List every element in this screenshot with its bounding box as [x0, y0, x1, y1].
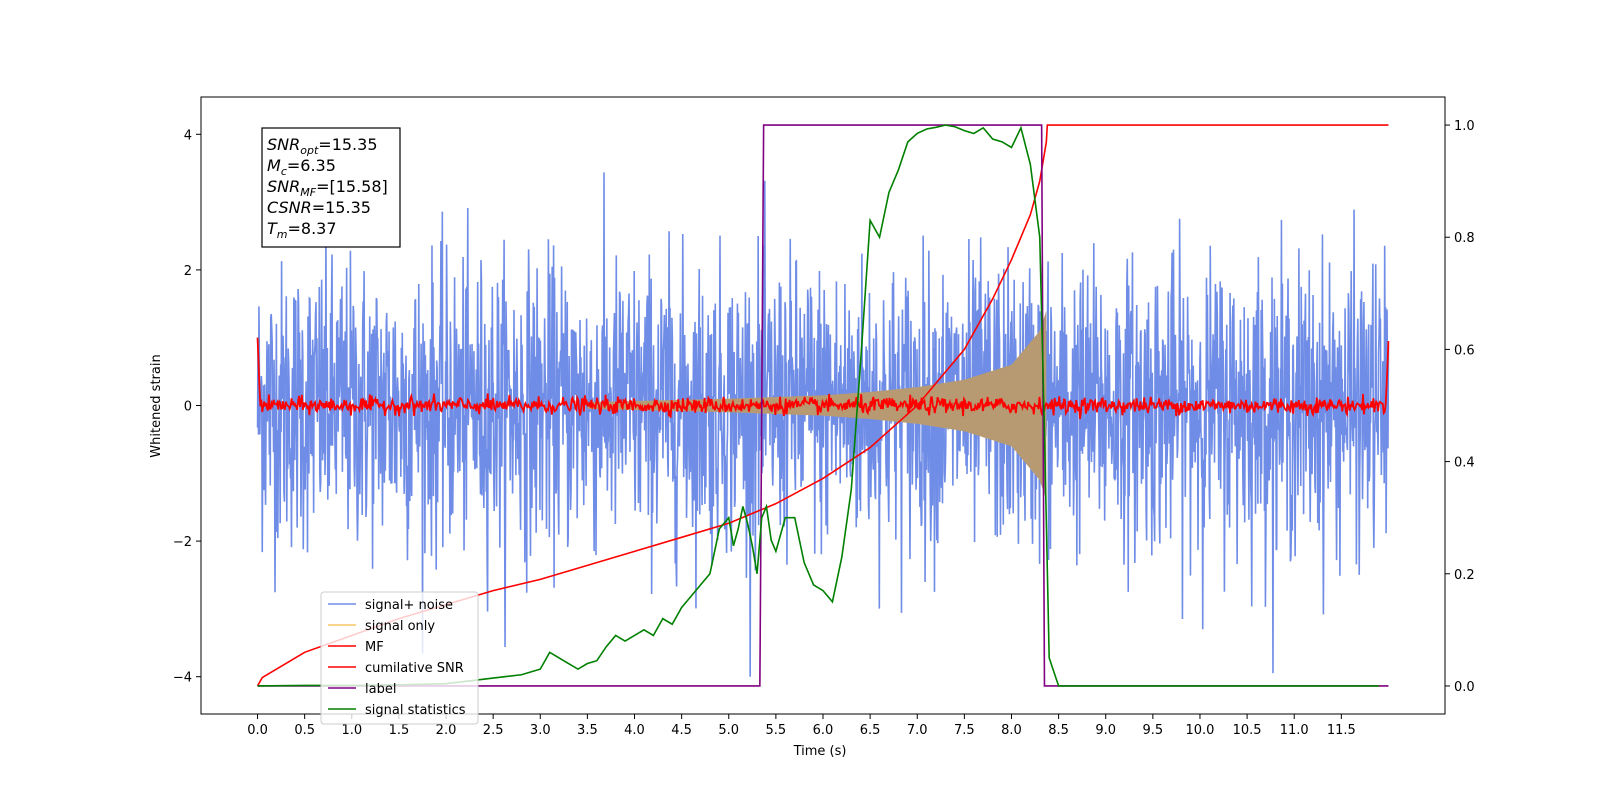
- x-tick-label: 7.5: [954, 723, 975, 738]
- annotation-line: SNRopt=15.35: [267, 135, 378, 157]
- x-axis-label: Time (s): [793, 744, 847, 759]
- y2-tick-label: 0.4: [1454, 456, 1475, 471]
- y-axis-left: −4 −2 0 2 4: [173, 128, 201, 686]
- x-tick-label: 9.5: [1143, 723, 1164, 738]
- y-tick-label: −2: [173, 535, 192, 550]
- x-tick-label: 3.0: [530, 723, 551, 738]
- x-tick-label: 2.5: [483, 723, 504, 738]
- x-tick-label: 9.0: [1095, 723, 1116, 738]
- mf-series: [256, 337, 1390, 420]
- x-tick-label: 8.0: [1001, 723, 1022, 738]
- legend-label: cumilative SNR: [365, 661, 464, 676]
- annotation-line: Tm=8.37: [267, 219, 337, 241]
- x-tick-label: 6.5: [860, 723, 881, 738]
- y2-tick-label: 0.2: [1454, 568, 1475, 583]
- y2-tick-label: 1.0: [1454, 119, 1475, 134]
- signal-statistics-line: [257, 124, 1380, 687]
- x-axis: 0.0 0.5 1.0 1.5 2.0 2.5 3.0 3.5 4.0 4.5 5.0 5.5 6.0 6…: [247, 714, 1356, 738]
- legend-label: signal+ noise: [365, 598, 453, 613]
- x-tick-label: 5.0: [718, 723, 739, 738]
- x-tick-label: 10.0: [1185, 723, 1214, 738]
- y2-tick-label: 0.8: [1454, 231, 1475, 246]
- y-tick-label: 2: [184, 264, 192, 279]
- x-tick-label: 3.5: [577, 723, 598, 738]
- x-tick-label: 1.5: [389, 723, 410, 738]
- x-tick-label: 5.5: [766, 723, 787, 738]
- y2-tick-label: 0.0: [1454, 680, 1475, 695]
- x-tick-label: 4.0: [624, 723, 645, 738]
- x-tick-label: 8.5: [1048, 723, 1069, 738]
- x-tick-label: 6.0: [813, 723, 834, 738]
- x-tick-label: 0.5: [294, 723, 315, 738]
- legend: signal+ noise signal only MF cumilative SNR…: [320, 591, 479, 725]
- x-tick-label: 0.0: [247, 723, 268, 738]
- y-axis-label: Whitened strain: [149, 354, 164, 457]
- x-tick-label: 2.0: [436, 723, 457, 738]
- y-axis-right: 0.0 0.2 0.4 0.6 0.8 1.0: [1445, 119, 1475, 695]
- y-tick-label: 0: [184, 400, 192, 415]
- annotation-line: SNRMF=[15.58]: [267, 177, 388, 199]
- x-tick-label: 7.0: [907, 723, 928, 738]
- y2-tick-label: 0.6: [1454, 343, 1475, 358]
- y-tick-label: 4: [184, 128, 192, 143]
- x-tick-label: 4.5: [671, 723, 692, 738]
- x-tick-label: 11.5: [1327, 723, 1356, 738]
- stats-annotation-box: SNRopt=15.35Mc=6.35SNRMF=[15.58]CSNR=15.…: [261, 127, 401, 248]
- legend-label: signal statistics: [365, 703, 466, 718]
- x-tick-label: 1.0: [341, 723, 362, 738]
- annotation-line: Mc=6.35: [267, 156, 336, 178]
- legend-label: MF: [365, 640, 384, 655]
- legend-frame: [320, 591, 479, 725]
- x-tick-label: 10.5: [1233, 723, 1262, 738]
- y-tick-label: −4: [173, 671, 192, 686]
- legend-label: signal only: [365, 619, 435, 634]
- annotation-frame: [261, 127, 401, 248]
- x-tick-label: 11.0: [1280, 723, 1309, 738]
- legend-label: label: [365, 682, 396, 697]
- annotation-line: CSNR=15.35: [267, 198, 371, 217]
- mf-line: [256, 337, 1390, 420]
